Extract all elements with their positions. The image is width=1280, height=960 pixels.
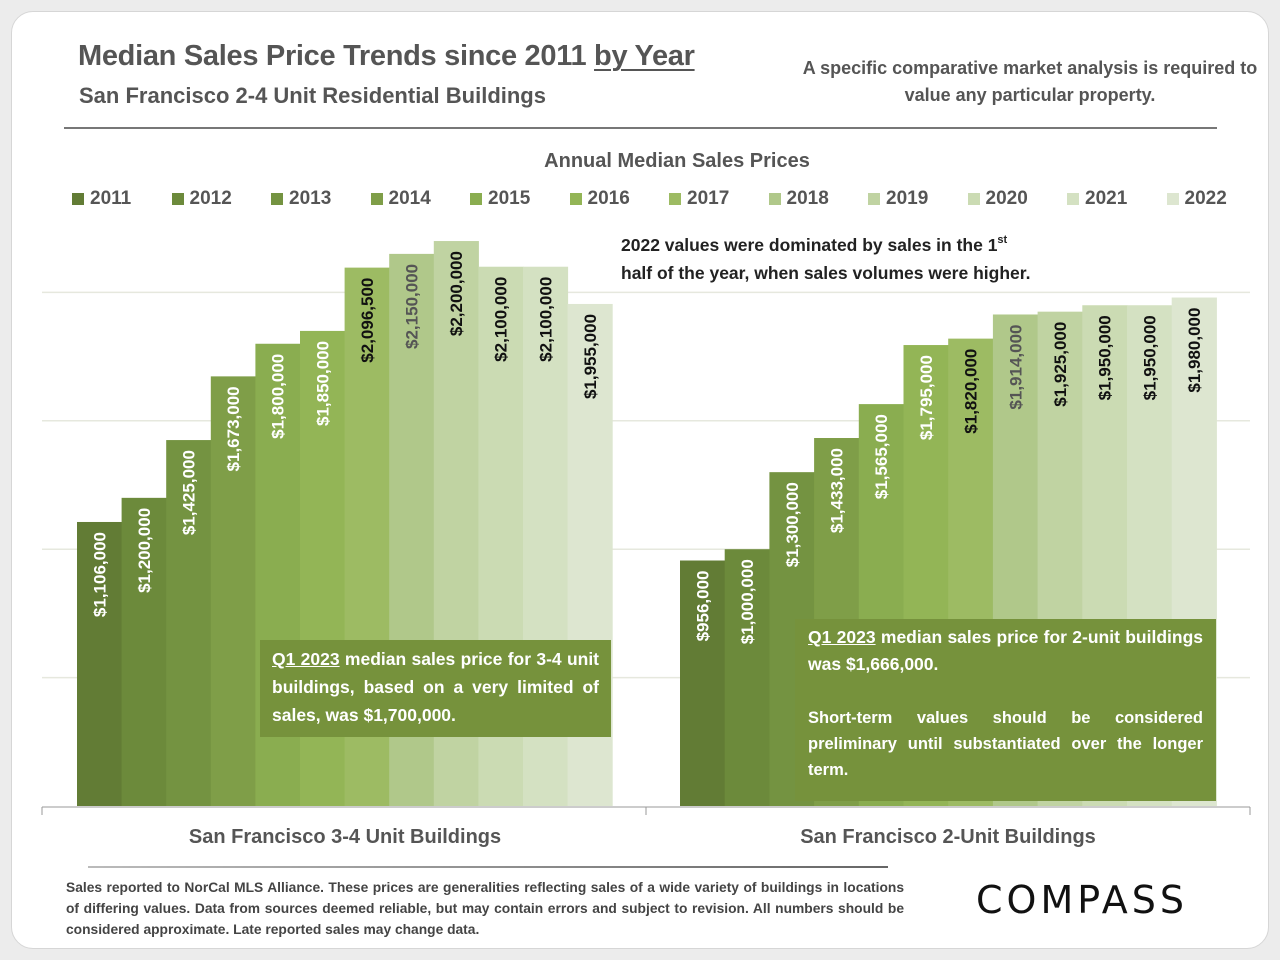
chart-title: Annual Median Sales Prices [544, 150, 810, 172]
x-label-2-unit: San Francisco 2-Unit Buildings [800, 826, 1096, 848]
data-label-2-unit-2019: $1,925,000 [1051, 322, 1070, 407]
data-label-3-4-unit-2022: $1,955,000 [581, 314, 600, 399]
legend-label-2021: 2021 [1085, 188, 1128, 209]
data-label-2-unit-2020: $1,950,000 [1096, 315, 1115, 400]
callout-right-text: median sales price for 2-unit buildings … [808, 627, 1203, 674]
legend-swatch-2015 [470, 193, 482, 205]
legend-swatch-2014 [370, 193, 383, 205]
legend-item-2013: 2013 [271, 188, 331, 210]
data-label-2-unit-2011: $956,000 [693, 570, 712, 641]
legend-label-2011: 2011 [90, 188, 132, 209]
legend-label-2012: 2012 [189, 188, 232, 209]
legend-item-2018: 2018 [768, 188, 829, 210]
compass-logo: COMPASS [976, 878, 1188, 922]
legend-label-2013: 2013 [289, 188, 332, 209]
legend-swatch-2017 [669, 193, 681, 205]
data-label-3-4-unit-2013: $1,425,000 [180, 450, 199, 535]
legend-swatch-2012 [171, 193, 184, 205]
callout-left-lead: Q1 2023 [272, 649, 340, 669]
legend-swatch-2011 [72, 193, 84, 205]
data-label-2-unit-2018: $1,914,000 [1006, 324, 1025, 409]
data-label-3-4-unit-2015: $1,800,000 [269, 354, 288, 439]
note-2022-line2: half of the year, when sales volumes wer… [621, 263, 1031, 283]
legend-swatch-2013 [271, 193, 283, 205]
legend-label-2019: 2019 [886, 188, 929, 209]
legend-item-2022: 2022 [1166, 188, 1227, 210]
bar-2-unit-2011 [680, 560, 726, 806]
bar-3-4-unit-2011 [77, 521, 123, 806]
callout-right-caveat: Short-term values should be considered p… [808, 709, 1203, 779]
note-2022-superscript: st [997, 234, 1008, 246]
data-label-2-unit-2013: $1,300,000 [783, 482, 802, 567]
bar-2-unit-2012 [724, 549, 770, 806]
legend-item-2021: 2021 [1067, 188, 1127, 210]
legend-item-2015: 2015 [470, 188, 530, 210]
data-label-3-4-unit-2016: $1,850,000 [313, 341, 332, 426]
data-label-3-4-unit-2014: $1,673,000 [224, 386, 243, 471]
legend-item-2012: 2012 [171, 188, 232, 210]
data-label-2-unit-2016: $1,795,000 [917, 355, 936, 440]
legend-item-2017: 2017 [669, 188, 729, 210]
bar-3-4-unit-2013 [166, 440, 212, 806]
bar-3-4-unit-2014 [210, 376, 256, 806]
legend-swatch-2019 [868, 193, 880, 205]
data-label-2-unit-2017: $1,820,000 [962, 349, 981, 434]
bar-3-4-unit-2012 [121, 497, 167, 806]
legend-item-2016: 2016 [569, 188, 630, 210]
data-label-3-4-unit-2021: $2,100,000 [536, 277, 555, 362]
legend-swatch-2016 [569, 193, 582, 205]
footer-divider [88, 866, 888, 868]
page-subtitle: San Francisco 2-4 Unit Residential Build… [79, 83, 546, 108]
data-label-3-4-unit-2011: $1,106,000 [90, 532, 109, 617]
data-label-2-unit-2015: $1,565,000 [872, 414, 891, 499]
legend-label-2018: 2018 [786, 188, 829, 209]
legend-swatch-2018 [768, 193, 781, 205]
callout-right-lead: Q1 2023 [808, 627, 876, 647]
data-label-2-unit-2012: $1,000,000 [738, 559, 757, 644]
data-label-3-4-unit-2018: $2,150,000 [403, 264, 422, 349]
callout-q1-2023-3-4-unit: Q1 2023 median sales price for 3-4 unit … [260, 640, 611, 737]
legend-item-2019: 2019 [868, 188, 928, 210]
data-label-3-4-unit-2020: $2,100,000 [492, 277, 511, 362]
legend-swatch-2021 [1067, 193, 1079, 205]
x-label-3-4-unit: San Francisco 3-4 Unit Buildings [188, 826, 502, 848]
page-title: Median Sales Price Trends since 2011 by … [78, 40, 695, 73]
legend-label-2020: 2020 [985, 188, 1028, 209]
legend-label-2016: 2016 [587, 188, 630, 209]
legend-item-2014: 2014 [370, 188, 431, 210]
title-main-text: Median Sales Price Trends since 2011 [78, 40, 595, 72]
legend-label-2017: 2017 [687, 188, 730, 209]
header-divider [64, 127, 1217, 129]
callout-left-text: median sales price for 3-4 unit building… [272, 649, 600, 725]
callout-q1-2023-2-unit: Q1 2023 median sales price for 2-unit bu… [795, 619, 1216, 801]
legend-swatch-2020 [967, 193, 980, 205]
data-label-3-4-unit-2017: $2,096,500 [358, 278, 377, 363]
legend-swatch-2022 [1166, 193, 1179, 205]
title-emphasis-text: by Year [594, 40, 695, 72]
data-label-3-4-unit-2019: $2,200,000 [447, 251, 466, 336]
data-label-2-unit-2021: $1,950,000 [1140, 315, 1159, 400]
footer-disclaimer: Sales reported to NorCal MLS Alliance. T… [66, 880, 904, 937]
legend-item-2011: 2011 [72, 188, 131, 210]
data-label-2-unit-2014: $1,433,000 [827, 448, 846, 533]
note-2022-values: 2022 values were dominated by sales in t… [621, 226, 1030, 287]
legend-item-2020: 2020 [967, 188, 1028, 210]
data-label-2-unit-2022: $1,980,000 [1185, 308, 1204, 393]
note-2022-line1: 2022 values were dominated by sales in t… [621, 235, 998, 255]
valuation-disclaimer: A specific comparative market analysis i… [802, 58, 1258, 105]
data-label-3-4-unit-2012: $1,200,000 [135, 508, 154, 593]
legend-label-2014: 2014 [388, 188, 431, 209]
legend-label-2015: 2015 [488, 188, 531, 209]
legend-label-2022: 2022 [1184, 188, 1227, 209]
chart-legend: 2011 2012 2013 2014 2015 2016 2017 2018 2019 2020… [72, 188, 1242, 214]
